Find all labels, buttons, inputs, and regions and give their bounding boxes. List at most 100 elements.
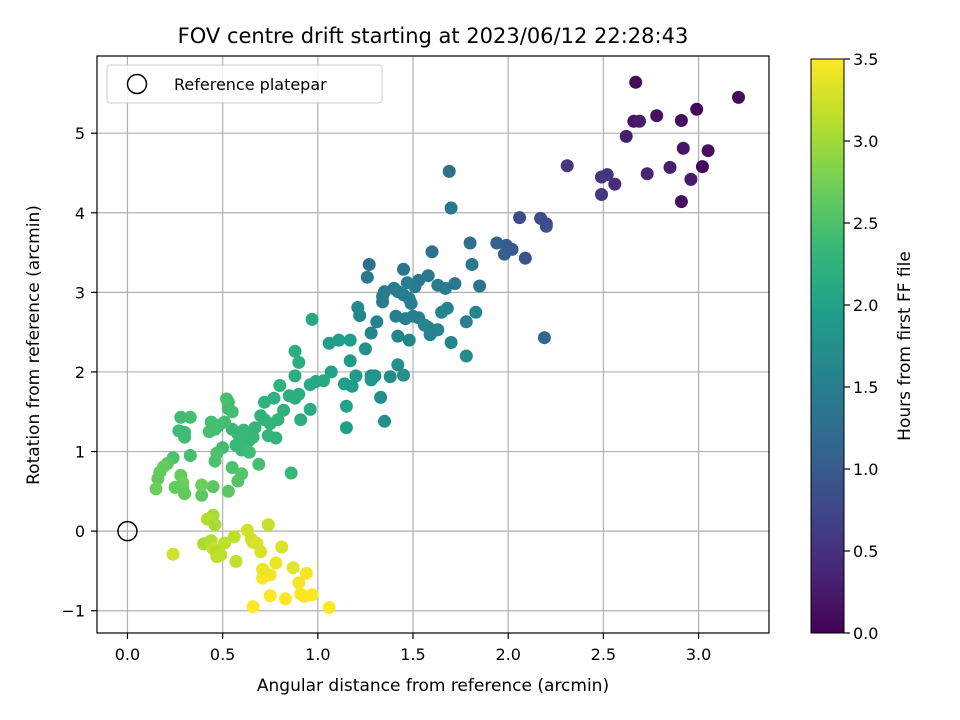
- colorbar-tick-label: 0.5: [853, 542, 878, 561]
- data-point: [269, 431, 283, 445]
- y-tick-label: 5: [75, 124, 85, 143]
- x-tick-label: 1.0: [305, 645, 330, 664]
- data-point: [246, 600, 260, 614]
- data-point: [178, 430, 192, 444]
- data-point: [701, 144, 715, 158]
- data-point: [195, 488, 209, 502]
- data-point: [431, 278, 445, 292]
- data-point: [208, 454, 222, 468]
- colorbar-tick-label: 1.0: [853, 460, 878, 479]
- colorbar: 0.0 0.5 1.0 1.5 2.0 2.5 3.0 3.5 Hours from firs…: [810, 50, 915, 643]
- x-tick-label: 0.0: [115, 645, 140, 664]
- x-tick-label: 0.5: [210, 645, 235, 664]
- data-point: [339, 421, 353, 435]
- data-point: [183, 449, 197, 462]
- data-point: [397, 368, 410, 382]
- data-point: [351, 301, 365, 314]
- legend: Reference platepar: [106, 64, 383, 104]
- x-gridlines: [126, 56, 700, 633]
- data-point: [229, 554, 243, 568]
- data-point: [490, 236, 504, 250]
- data-point: [402, 333, 416, 347]
- data-point: [303, 402, 317, 416]
- data-point: [473, 279, 487, 293]
- data-point: [383, 370, 397, 384]
- data-point: [400, 276, 414, 290]
- data-point: [674, 195, 688, 209]
- data-point: [299, 566, 313, 580]
- data-point: [343, 333, 357, 347]
- data-point: [166, 547, 180, 561]
- y-axis-label: Rotation from reference (arcmin): [24, 205, 44, 485]
- y-gridlines: [97, 132, 769, 612]
- data-point: [183, 410, 197, 424]
- data-point: [695, 160, 709, 174]
- data-point: [252, 457, 266, 471]
- data-point: [389, 309, 403, 323]
- data-point: [288, 369, 302, 383]
- data-point: [273, 379, 287, 392]
- data-point: [254, 545, 268, 559]
- data-point: [271, 413, 285, 427]
- data-point: [444, 336, 458, 349]
- data-point: [242, 445, 256, 459]
- data-point: [448, 277, 462, 291]
- data-point: [339, 399, 353, 413]
- data-point: [277, 403, 291, 417]
- x-axis-ticks: 0.0 0.5 1.0 1.5 2.0 2.5 3.0: [115, 633, 711, 664]
- data-point: [629, 75, 643, 89]
- data-point: [292, 576, 306, 590]
- colorbar-gradient: [810, 58, 845, 634]
- data-point: [518, 251, 532, 265]
- data-point: [275, 540, 289, 554]
- data-point: [168, 480, 182, 494]
- legend-entry-reference-platepar: Reference platepar: [174, 75, 327, 94]
- data-point: [214, 548, 228, 562]
- data-point: [305, 312, 319, 326]
- data-point: [349, 369, 363, 383]
- data-point: [227, 530, 241, 544]
- data-point: [324, 365, 338, 379]
- x-axis-label: Angular distance from reference (arcmin): [257, 676, 609, 696]
- data-point: [225, 405, 239, 419]
- data-point: [364, 373, 378, 387]
- data-point: [195, 478, 209, 492]
- data-point: [202, 425, 216, 439]
- data-point: [288, 344, 302, 358]
- data-point: [459, 315, 473, 329]
- data-point: [676, 141, 690, 155]
- scatter-points: [149, 75, 745, 614]
- data-point: [650, 109, 664, 123]
- y-tick-label: 1: [75, 443, 85, 462]
- data-point: [362, 258, 376, 271]
- data-point: [391, 329, 405, 343]
- data-point: [619, 129, 633, 143]
- data-point: [149, 482, 163, 496]
- plot-area-frame: [96, 55, 770, 634]
- data-point: [151, 472, 165, 486]
- data-point: [674, 114, 688, 127]
- data-point: [378, 414, 391, 428]
- data-point: [684, 172, 698, 186]
- data-point: [178, 487, 192, 501]
- data-point: [463, 236, 477, 250]
- data-point: [370, 315, 384, 329]
- data-point: [343, 354, 357, 368]
- data-point: [206, 480, 220, 494]
- data-point: [376, 295, 390, 309]
- data-point: [425, 245, 439, 259]
- y-tick-label: 0: [75, 522, 85, 541]
- data-point: [444, 201, 458, 215]
- data-point: [294, 413, 308, 427]
- data-point: [608, 177, 622, 191]
- data-point: [374, 390, 388, 404]
- x-tick-label: 3.0: [686, 645, 711, 664]
- data-point: [465, 258, 479, 271]
- x-tick-label: 1.5: [400, 645, 425, 664]
- data-point: [513, 211, 527, 225]
- data-point: [157, 460, 171, 474]
- data-point: [286, 561, 300, 575]
- data-point: [231, 474, 245, 488]
- data-point: [258, 395, 271, 409]
